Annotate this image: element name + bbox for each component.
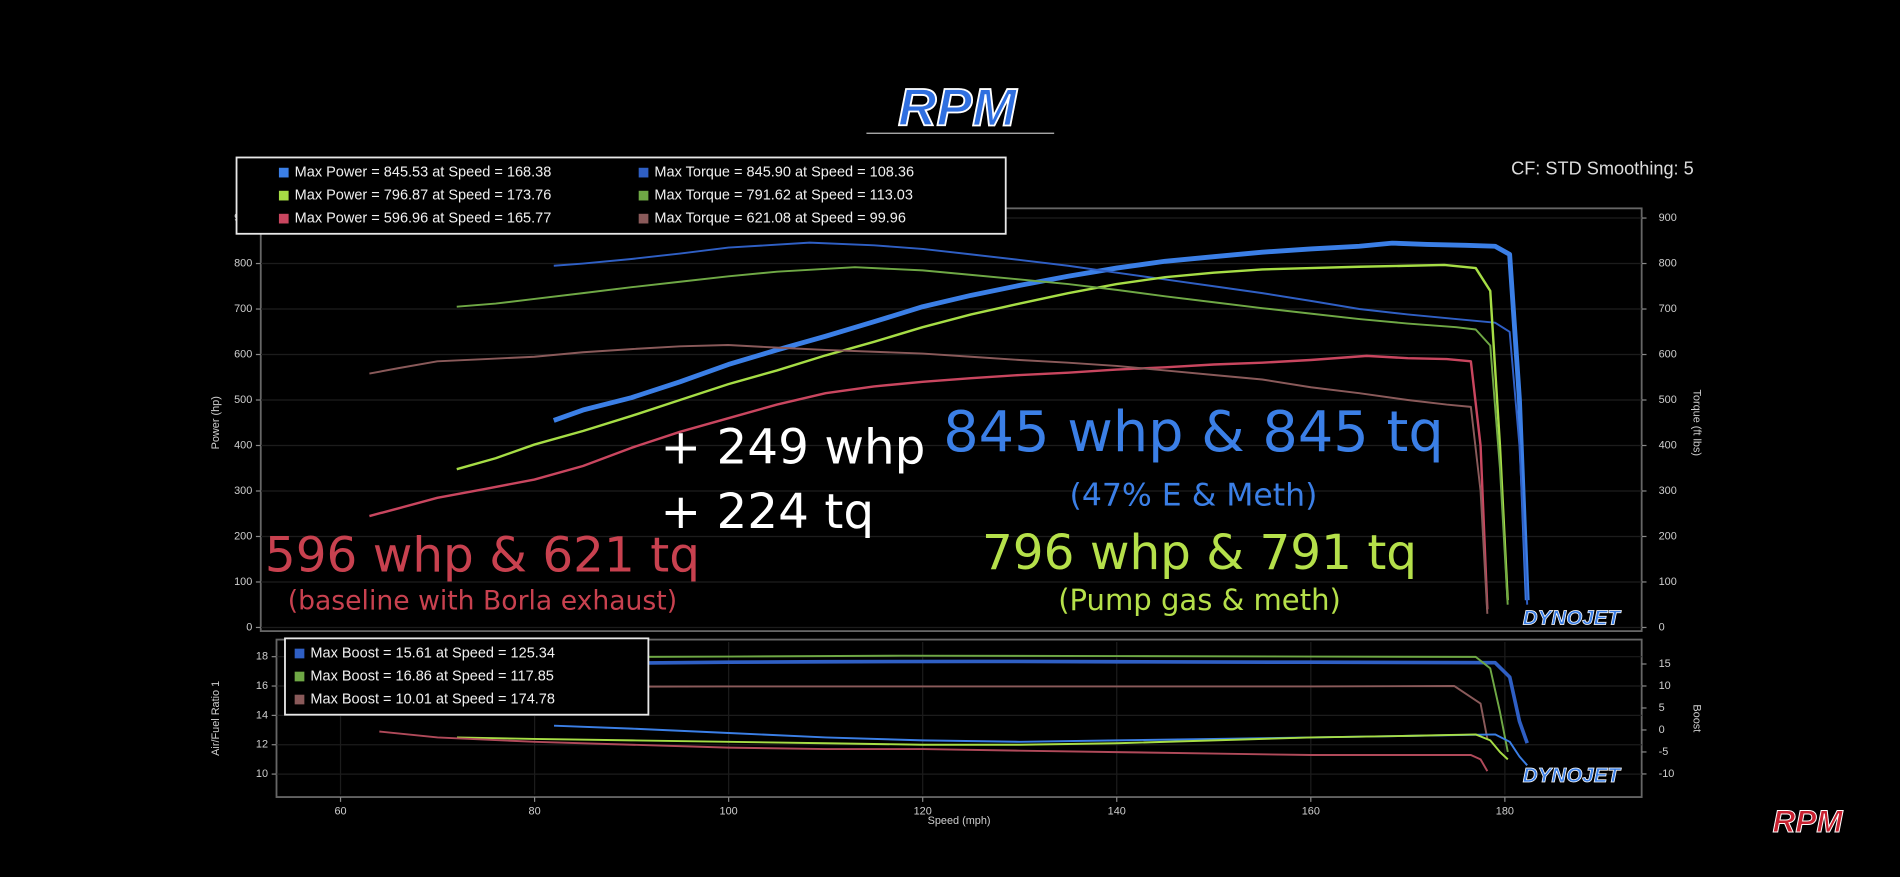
series-line <box>369 354 1489 610</box>
annotation: (baseline with Borla exhaust) <box>288 586 677 617</box>
legend-swatch <box>278 190 289 201</box>
y2-axis-title: Torque (ft lbs) <box>1690 389 1702 456</box>
y-axis-title: Air/Fuel Ratio 1 <box>210 681 222 756</box>
y2-tick-label: 5 <box>1659 702 1665 714</box>
legend-swatch <box>294 694 305 705</box>
x-tick-label: 140 <box>1108 805 1126 817</box>
legend-label: Max Boost = 16.86 at Speed = 117.85 <box>310 668 553 684</box>
y2-tick-label: 300 <box>1659 485 1677 497</box>
y-tick-label: 16 <box>256 680 268 692</box>
legend-swatch <box>638 190 649 201</box>
annotation: 845 whp & 845 tq <box>943 400 1443 465</box>
y-tick-label: 0 <box>246 621 252 633</box>
y2-tick-label: 0 <box>1659 621 1665 633</box>
legend-label: Max Torque = 621.08 at Speed = 99.96 <box>654 210 906 226</box>
legend-label: Max Power = 845.53 at Speed = 168.38 <box>295 164 552 180</box>
plot-frame <box>259 207 1643 633</box>
annotation: (47% E & Meth) <box>1070 478 1318 514</box>
series-line <box>553 241 1529 605</box>
series-line <box>553 724 1528 766</box>
watermark: DYNOJET <box>1523 764 1623 787</box>
legend-box <box>235 156 1007 235</box>
annotation: (Pump gas & meth) <box>1058 583 1341 617</box>
series-line <box>379 730 1489 772</box>
series-line <box>456 733 1509 761</box>
y2-tick-label: 100 <box>1659 576 1677 588</box>
x-tick-label: 120 <box>914 805 932 817</box>
y-tick-label: 12 <box>256 739 268 751</box>
annotation: + 224 tq <box>660 484 874 540</box>
x-tick-label: 160 <box>1302 805 1320 817</box>
series-line <box>456 266 1509 605</box>
y2-tick-label: 400 <box>1659 439 1677 451</box>
y-tick-label: 100 <box>234 576 252 588</box>
y2-axis-title: Boost <box>1690 704 1702 732</box>
legend-swatch <box>638 167 649 178</box>
legend-box <box>284 637 650 716</box>
x-tick-label: 80 <box>529 805 541 817</box>
y-tick-label: 10 <box>256 768 268 780</box>
y2-tick-label: 700 <box>1659 303 1677 315</box>
y2-tick-label: -10 <box>1659 768 1675 780</box>
annotation: + 249 whp <box>660 420 925 476</box>
y2-tick-label: 0 <box>1659 724 1665 736</box>
y2-tick-label: 600 <box>1659 348 1677 360</box>
y2-tick-label: 10 <box>1659 680 1671 692</box>
y2-tick-label: 15 <box>1659 658 1671 670</box>
x-tick-label: 60 <box>334 805 346 817</box>
y-tick-label: 18 <box>256 651 268 663</box>
watermark: DYNOJET <box>1523 606 1623 629</box>
legend-swatch <box>638 213 649 224</box>
legend-label: Max Power = 796.87 at Speed = 173.76 <box>295 187 552 203</box>
legend-label: Max Boost = 10.01 at Speed = 174.78 <box>310 691 555 707</box>
annotation: 596 whp & 621 tq <box>265 527 700 583</box>
logo: RPM <box>898 79 1018 138</box>
legend-label: Max Power = 596.96 at Speed = 165.77 <box>295 210 552 226</box>
y-tick-label: 800 <box>234 257 252 269</box>
y2-tick-label: -5 <box>1659 746 1669 758</box>
y-tick-label: 700 <box>234 303 252 315</box>
y-tick-label: 200 <box>234 530 252 542</box>
y2-tick-label: 500 <box>1659 394 1677 406</box>
legend-swatch <box>278 167 289 178</box>
y-tick-label: 500 <box>234 394 252 406</box>
legend-layer: Max Power = 845.53 at Speed = 168.38 Max … <box>235 156 1007 716</box>
plot-layer: 0100200300400500600700800900010020030040… <box>210 207 1702 827</box>
y2-tick-label: 800 <box>1659 257 1677 269</box>
legend-label: Max Boost = 15.61 at Speed = 125.34 <box>310 645 555 661</box>
series-line <box>552 240 1530 601</box>
legend-swatch <box>294 671 305 682</box>
legend-label: Max Torque = 845.90 at Speed = 108.36 <box>654 164 914 180</box>
y-tick-label: 600 <box>234 348 252 360</box>
legend-label: Max Torque = 791.62 at Speed = 113.03 <box>654 187 913 203</box>
annotation: 796 whp & 791 tq <box>982 525 1417 581</box>
y-axis-title: Power (hp) <box>210 396 222 449</box>
y2-tick-label: 900 <box>1659 212 1677 224</box>
series-line <box>553 659 1529 744</box>
y-tick-label: 400 <box>234 439 252 451</box>
corner-logo: RPM <box>1773 803 1844 839</box>
x-tick-label: 180 <box>1496 805 1514 817</box>
y-tick-label: 300 <box>234 485 252 497</box>
header-info: CF: STD Smoothing: 5 <box>1511 158 1694 178</box>
x-tick-label: 100 <box>720 805 738 817</box>
annotations: + 249 whp + 224 tq 845 whp & 845 tq (47%… <box>265 400 1444 617</box>
series-line <box>369 344 1489 614</box>
y2-tick-label: 200 <box>1659 530 1677 542</box>
legend-swatch <box>294 648 305 659</box>
y-tick-label: 14 <box>256 709 268 721</box>
legend-swatch <box>278 213 289 224</box>
series-line <box>456 263 1509 601</box>
x-axis-title: Speed (mph) <box>928 815 991 827</box>
